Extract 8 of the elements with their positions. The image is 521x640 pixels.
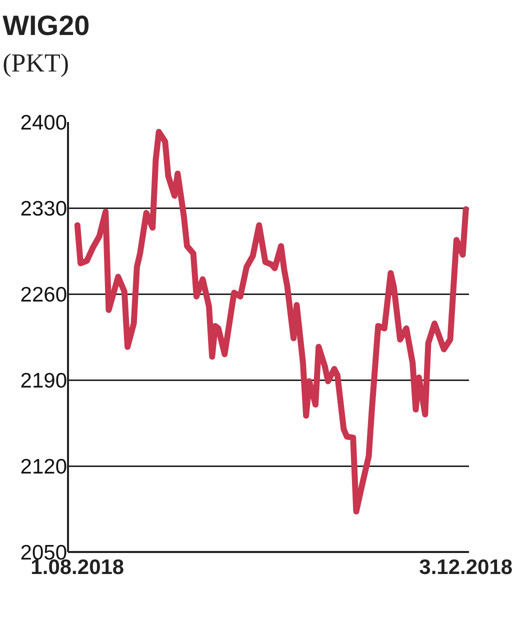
chart-title: WIG20 (2, 10, 90, 42)
chart-subtitle: (PKT) (2, 48, 70, 78)
y-tick-label: 2330 (20, 197, 67, 220)
y-tick-label: 2190 (20, 369, 67, 392)
y-tick-label: 2400 (20, 111, 67, 134)
x-tick-label: 3.12.2018 (419, 556, 513, 579)
y-tick-label: 2120 (20, 455, 67, 478)
y-tick-label: 2260 (20, 283, 67, 306)
